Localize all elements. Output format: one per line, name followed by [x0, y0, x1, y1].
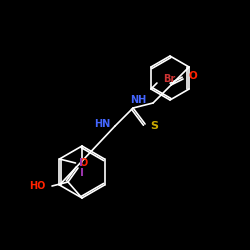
Text: I: I [80, 168, 84, 178]
Text: O: O [80, 158, 88, 168]
Text: HO: HO [30, 181, 46, 191]
Text: O: O [188, 71, 197, 81]
Text: HN: HN [94, 119, 110, 129]
Text: I: I [80, 158, 84, 168]
Text: Br: Br [163, 74, 175, 84]
Text: S: S [150, 121, 158, 131]
Text: NH: NH [130, 95, 146, 105]
